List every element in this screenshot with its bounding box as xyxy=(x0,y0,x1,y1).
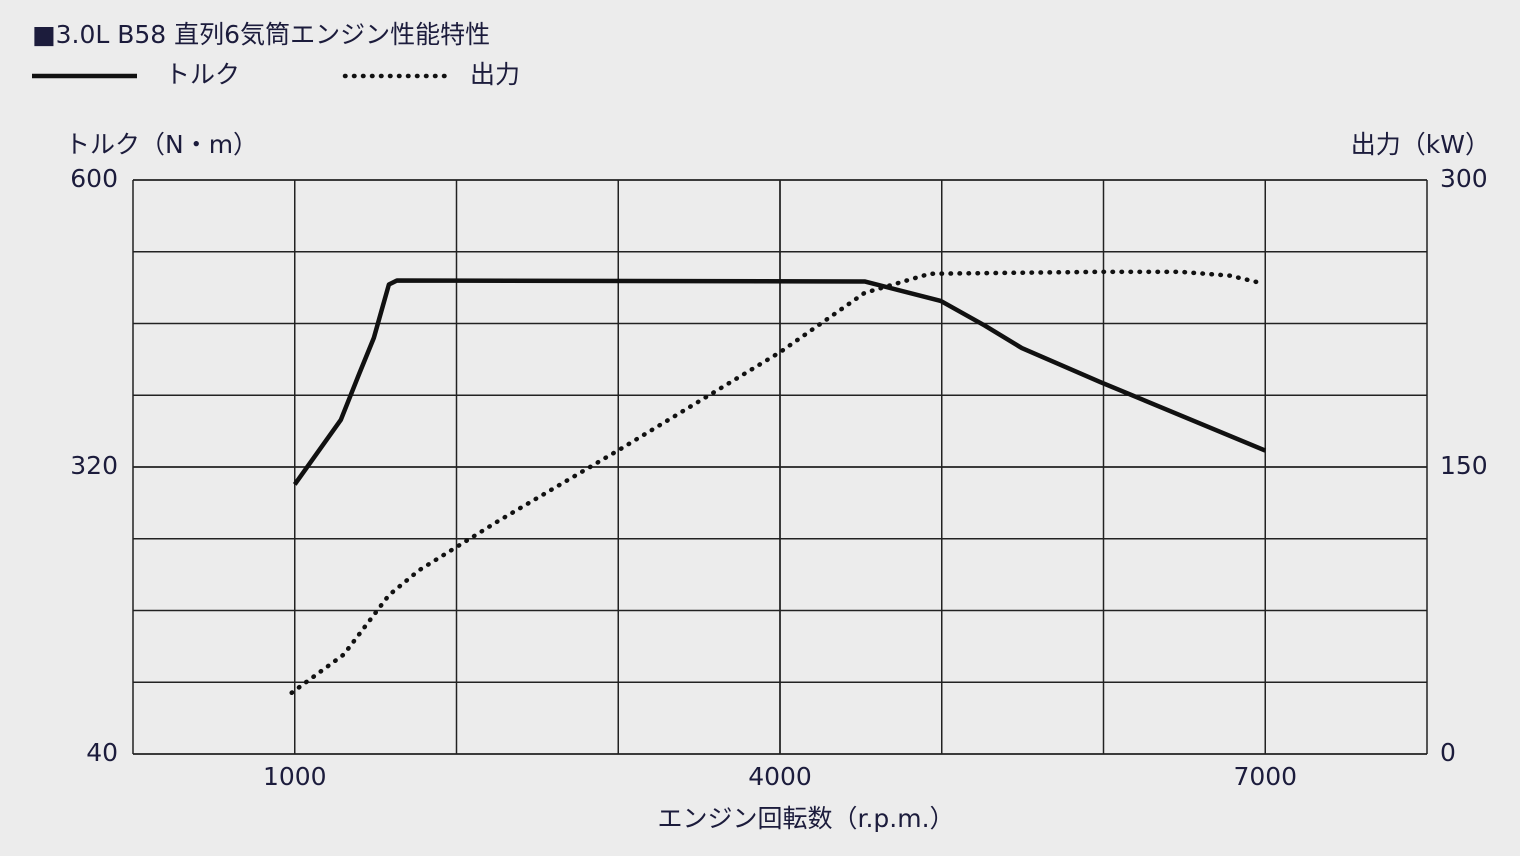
series-line xyxy=(292,278,1267,486)
y2-tick-label: 0 xyxy=(1440,738,1456,767)
legend-label: トルク xyxy=(165,60,240,89)
y-tick-label: 320 xyxy=(70,451,118,480)
y2-tick-label: 300 xyxy=(1440,164,1488,193)
legend-label: 出力 xyxy=(470,60,520,89)
y-tick-label: 600 xyxy=(70,164,118,193)
y-tick-label: 40 xyxy=(86,738,118,767)
x-tick-label: 4000 xyxy=(748,762,812,791)
y2-tick-label: 150 xyxy=(1440,451,1488,480)
chart-title: ■3.0L B58 直列6気筒エンジン性能特性 xyxy=(32,20,490,49)
y2-axis-label: 出力（kW） xyxy=(1351,130,1490,159)
x-tick-label: 7000 xyxy=(1233,762,1297,791)
y-axis-label: トルク（N・m） xyxy=(65,130,258,159)
x-tick-label: 1000 xyxy=(263,762,327,791)
x-axis-label: エンジン回転数（r.p.m.） xyxy=(657,804,954,833)
